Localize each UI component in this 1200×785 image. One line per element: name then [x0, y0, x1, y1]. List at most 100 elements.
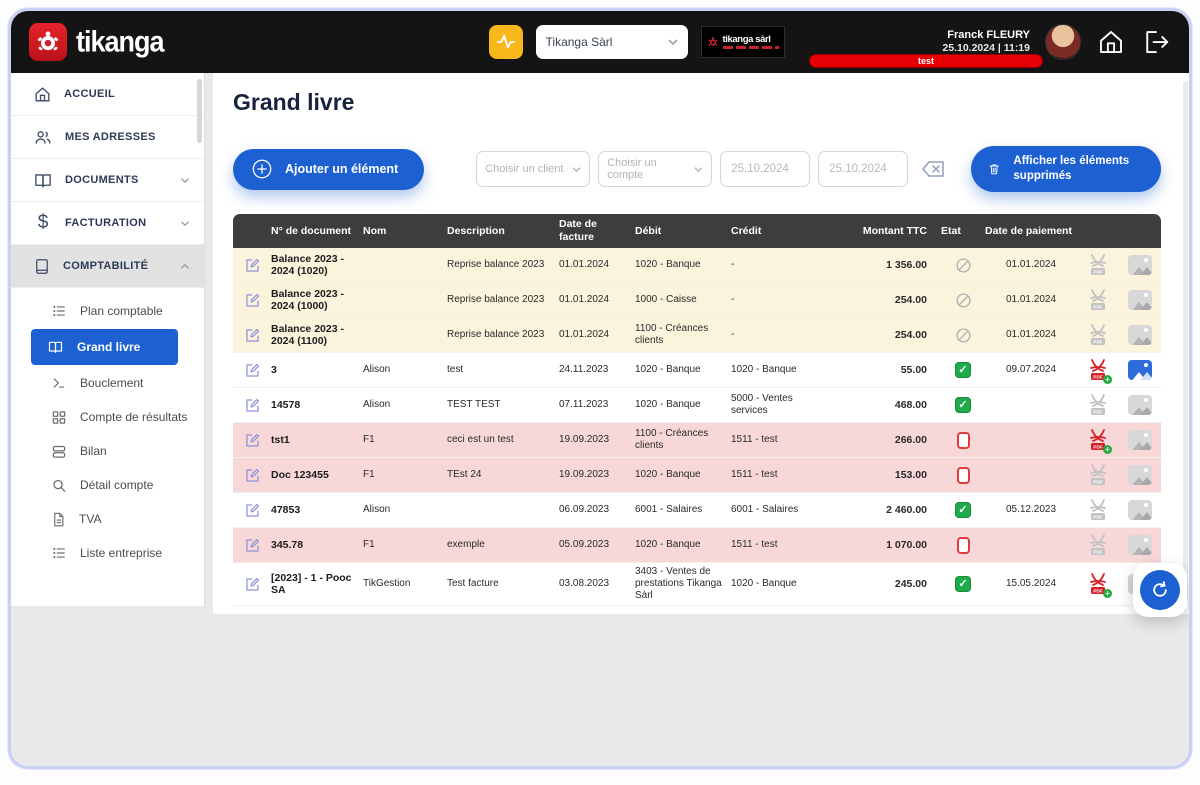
account-filter-placeholder: Choisir un compte	[607, 157, 657, 181]
cell-invoice-date: 19.09.2023	[559, 434, 610, 446]
home-button[interactable]	[1096, 27, 1126, 57]
edit-row-button[interactable]	[233, 431, 271, 450]
image-action[interactable]	[1119, 500, 1161, 521]
cell-invoice-date: 03.08.2023	[559, 578, 610, 590]
image-icon	[1128, 360, 1152, 381]
chevron-down-icon	[694, 166, 703, 172]
edit-pencil-icon	[245, 293, 259, 307]
pdf-action[interactable]: PDF +	[1077, 323, 1119, 347]
cell-status[interactable]: ✓	[941, 257, 985, 274]
cell-credit: 5000 - Ventes services	[731, 393, 793, 417]
show-deleted-button[interactable]: Afficher les éléments supprimés	[971, 146, 1161, 192]
edit-row-button[interactable]	[233, 466, 271, 485]
sidebar-item-facturation[interactable]: $ FACTURATION	[11, 202, 204, 245]
edit-row-button[interactable]	[233, 501, 271, 520]
account-filter-select[interactable]: Choisir un compte	[598, 151, 713, 187]
chevron-down-icon	[667, 39, 678, 46]
image-action[interactable]	[1119, 465, 1161, 486]
sidebar-item-compte-de-resultats[interactable]: Compte de résultats	[11, 400, 204, 434]
pdf-action[interactable]: PDF +	[1077, 572, 1119, 599]
edit-row-button[interactable]	[233, 575, 271, 594]
sidebar-item-comptabilite[interactable]: COMPTABILITÉ	[11, 245, 204, 288]
show-deleted-label: Afficher les éléments supprimés	[1013, 155, 1130, 182]
edit-row-button[interactable]	[233, 291, 271, 310]
sidebar-item-tva[interactable]: TVA	[11, 502, 204, 536]
main-scrollbar[interactable]	[1183, 81, 1188, 600]
image-action[interactable]	[1119, 430, 1161, 451]
pdf-action[interactable]: PDF +	[1077, 533, 1119, 557]
sidebar-item-bouclement[interactable]: Bouclement	[11, 366, 204, 400]
sidebar-scrollbar[interactable]	[197, 79, 202, 143]
sidebar-item-liste-entreprise[interactable]: Liste entreprise	[11, 536, 204, 570]
cell-payment-date: 01.01.2024	[1005, 294, 1057, 306]
image-icon	[1128, 290, 1152, 311]
edit-pencil-icon	[245, 398, 259, 412]
cell-invoice-date: 19.09.2023	[559, 469, 610, 481]
unchecked-checkbox-icon	[956, 431, 970, 449]
cell-debit: 1100 - Créances clients	[635, 323, 709, 347]
cell-status[interactable]: ✓	[941, 536, 985, 554]
image-action[interactable]	[1119, 290, 1161, 311]
pdf-action[interactable]: PDF +	[1077, 498, 1119, 522]
avatar[interactable]	[1045, 24, 1081, 60]
brand-badge: tikanga sàrl	[700, 26, 785, 58]
edit-row-button[interactable]	[233, 396, 271, 415]
column-header: Nom	[363, 224, 387, 237]
cell-document-number: 345.78	[271, 538, 304, 551]
pdf-action[interactable]: PDF +	[1077, 288, 1119, 312]
cell-credit: -	[731, 329, 735, 341]
refresh-button[interactable]	[1133, 563, 1187, 617]
pdf-action[interactable]: PDF +	[1077, 463, 1119, 487]
activity-pulse-button[interactable]	[488, 25, 523, 59]
sidebar-item-accueil[interactable]: ACCUEIL	[11, 73, 204, 116]
sidebar-item-detail-compte[interactable]: Détail compte	[11, 468, 204, 502]
cell-status[interactable]: ✓	[941, 327, 985, 344]
sidebar-item-grand-livre[interactable]: Grand livre	[31, 329, 178, 365]
pdf-action[interactable]: PDF +	[1077, 358, 1119, 385]
cell-status[interactable]: ✓	[941, 397, 985, 414]
table-row: Balance 2023 - 2024 (1000) Reprise balan…	[233, 283, 1161, 319]
image-action[interactable]	[1119, 360, 1161, 381]
pdf-action[interactable]: PDF +	[1077, 428, 1119, 455]
chevron-up-icon	[181, 263, 189, 269]
cell-status[interactable]: ✓	[941, 576, 985, 593]
add-element-button[interactable]: Ajouter un élément	[233, 148, 425, 190]
layers-icon	[52, 445, 66, 458]
logout-button[interactable]	[1141, 27, 1171, 57]
column-header: Date de facture	[559, 218, 597, 244]
cell-description: Reprise balance 2023	[447, 329, 545, 341]
edit-row-button[interactable]	[233, 256, 271, 275]
sidebar-item-plan-comptable[interactable]: Plan comptable	[11, 294, 204, 328]
pdf-add-badge: +	[1103, 445, 1112, 455]
sidebar-item-documents[interactable]: DOCUMENTS	[11, 159, 204, 202]
refresh-icon	[1153, 581, 1167, 597]
cell-status[interactable]: ✓	[941, 502, 985, 519]
cell-credit: 6001 - Salaires	[731, 504, 799, 516]
app-logo[interactable]: tikanga	[29, 23, 165, 61]
sidebar-item-label: Bouclement	[80, 376, 144, 390]
cell-status[interactable]: ✓	[941, 292, 985, 309]
edit-row-button[interactable]	[233, 326, 271, 345]
cell-payment-date: 15.05.2024	[1005, 578, 1057, 590]
sidebar-item-bilan[interactable]: Bilan	[11, 434, 204, 468]
date-from-input[interactable]	[720, 151, 811, 187]
edit-row-button[interactable]	[233, 361, 271, 380]
image-action[interactable]	[1119, 395, 1161, 416]
cell-status[interactable]: ✓	[941, 431, 985, 449]
company-select[interactable]: Tikanga Sàrl	[535, 25, 688, 59]
clear-dates-button[interactable]	[920, 158, 946, 180]
image-action[interactable]	[1119, 535, 1161, 556]
date-to-input[interactable]	[818, 151, 909, 187]
cell-status[interactable]: ✓	[941, 466, 985, 484]
sidebar-item-label: Bilan	[80, 444, 107, 458]
sidebar-item-mes-adresses[interactable]: MES ADRESSES	[11, 116, 204, 159]
document-icon	[54, 512, 64, 526]
top-bar: tikanga Tikanga Sàrl tikanga sàrl Franck…	[11, 11, 1189, 73]
cell-status[interactable]: ✓	[941, 362, 985, 379]
edit-row-button[interactable]	[233, 536, 271, 555]
pdf-action[interactable]: PDF +	[1077, 393, 1119, 417]
image-action[interactable]	[1119, 255, 1161, 276]
pdf-action[interactable]: PDF +	[1077, 253, 1119, 277]
client-filter-select[interactable]: Choisir un client	[476, 151, 591, 187]
image-action[interactable]	[1119, 325, 1161, 346]
